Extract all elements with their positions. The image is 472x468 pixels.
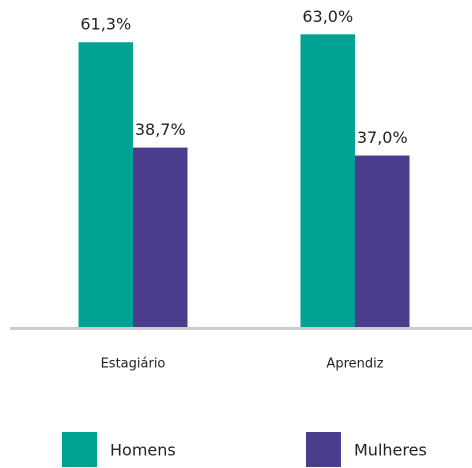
legend-label: Mulheres <box>354 441 427 460</box>
value-label: 37,0% <box>357 128 408 147</box>
bar <box>355 155 410 328</box>
bar <box>133 147 188 328</box>
x-tick-label: Estagiário <box>101 357 166 372</box>
legend-swatch <box>306 432 341 467</box>
x-axis <box>10 327 472 330</box>
legend-label: Homens <box>110 441 176 460</box>
value-label: 38,7% <box>135 120 186 139</box>
value-label: 63,0% <box>302 7 353 26</box>
legend-swatch <box>62 432 97 467</box>
value-label: 61,3% <box>80 15 131 34</box>
bar <box>300 34 355 328</box>
bar <box>78 42 133 329</box>
x-tick-label: Aprendiz <box>326 357 383 372</box>
